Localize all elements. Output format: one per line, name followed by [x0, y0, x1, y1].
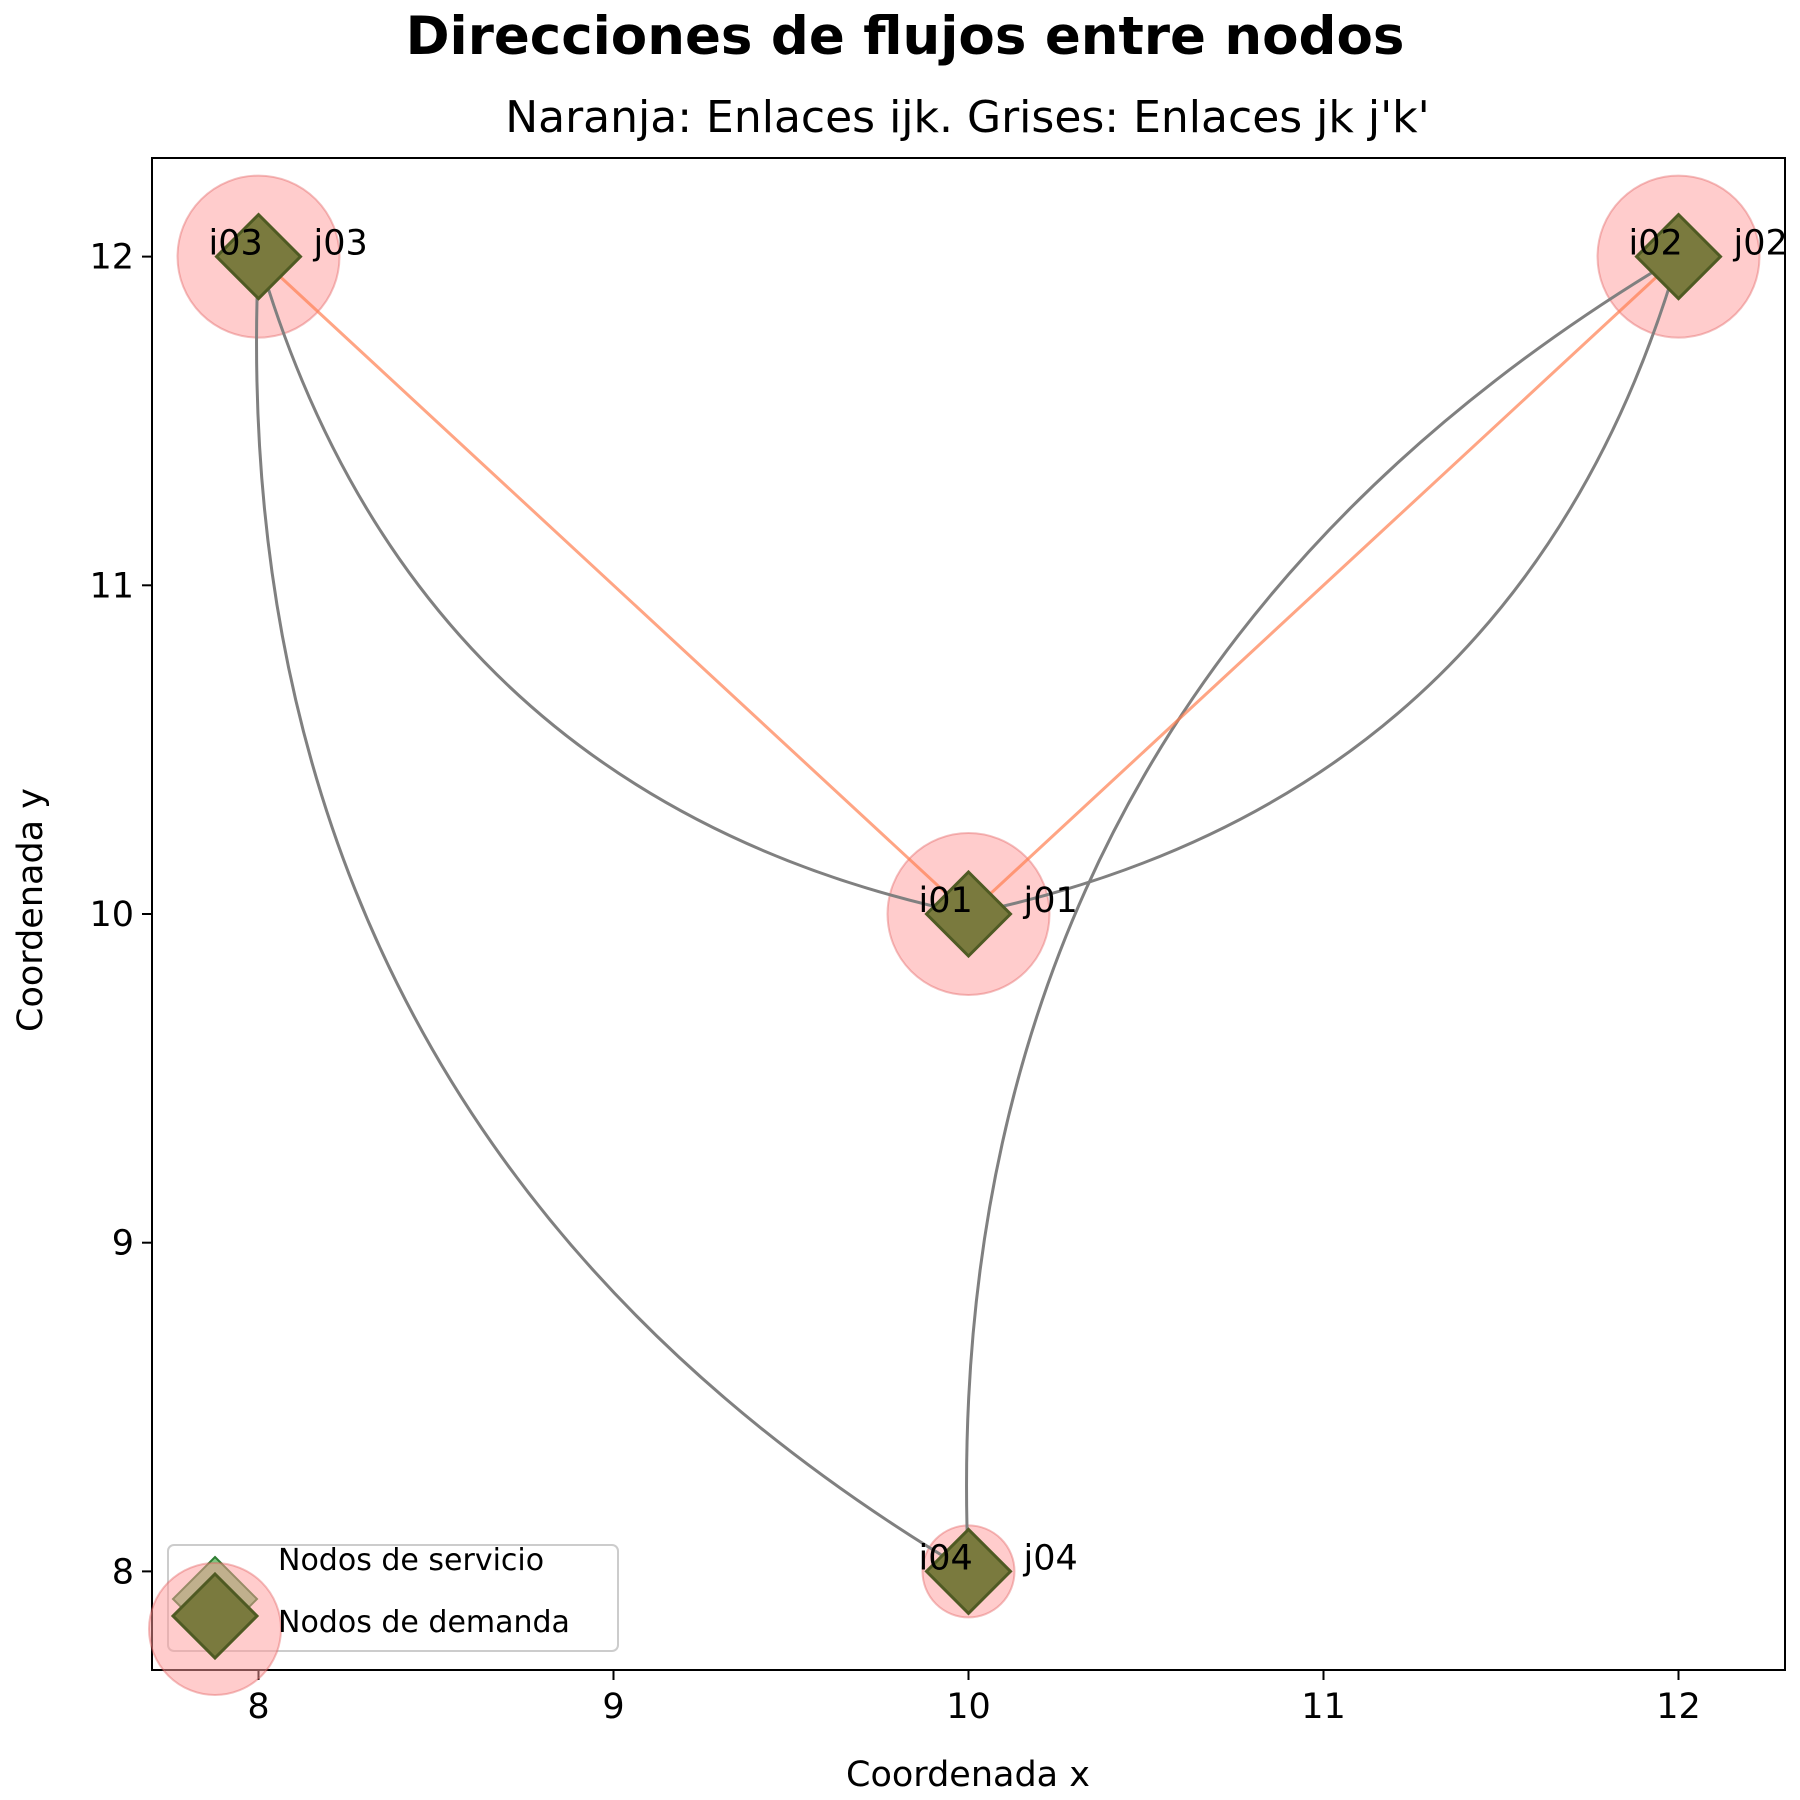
gray-flow-link — [255, 256, 970, 1573]
legend-label-demand: Nodos de demanda — [278, 1605, 570, 1640]
chart-title: Direcciones de flujos entre nodos — [405, 6, 1405, 67]
gray-flow-link — [257, 256, 969, 916]
service-node — [1634, 212, 1723, 301]
y-tick-label: 11 — [89, 566, 134, 606]
y-axis-label: Coordenada y — [11, 788, 51, 1032]
service-node-label: j04 — [1023, 1538, 1078, 1578]
y-tick-label: 12 — [89, 238, 134, 278]
y-tick-label: 10 — [89, 895, 134, 935]
y-tick-label: 9 — [112, 1224, 134, 1264]
gray-flow-link — [965, 255, 1680, 1572]
demand-node-label: i01 — [919, 881, 973, 921]
legend-label-service: Nodos de servicio — [278, 1543, 544, 1578]
service-node-label: j02 — [1733, 224, 1788, 264]
x-tick-label: 11 — [1301, 1687, 1346, 1727]
chart-subtitle: Naranja: Enlaces ijk. Grises: Enlaces jk… — [505, 92, 1430, 143]
plot-area: 8 9 10 11 12 8 9 10 11 12 i01 i02 i03 i04 j01 j02 j03 j04… — [89, 157, 1788, 1727]
legend-overlap-marker — [170, 1571, 260, 1661]
y-tick-label: 8 — [112, 1552, 134, 1592]
legend: Nodos de servicio Nodos de demanda — [148, 1543, 619, 1696]
service-node — [924, 1527, 1013, 1616]
demand-node-label: i02 — [1629, 224, 1683, 264]
x-axis-label: Coordenada x — [846, 1755, 1090, 1795]
service-node-label: j01 — [1023, 881, 1078, 921]
demand-node-label: i04 — [919, 1538, 973, 1578]
service-node — [924, 869, 1013, 959]
service-node — [214, 212, 303, 301]
gray-flow-link — [968, 256, 1680, 916]
x-tick-label: 8 — [247, 1687, 269, 1727]
x-tick-label: 10 — [946, 1687, 991, 1727]
orange-flow-link — [967, 255, 1680, 916]
x-tick-label: 12 — [1656, 1687, 1701, 1727]
demand-node-label: i03 — [209, 224, 263, 264]
service-node-label: j03 — [313, 224, 368, 264]
orange-flow-link — [257, 255, 970, 916]
x-tick-label: 9 — [602, 1687, 624, 1727]
